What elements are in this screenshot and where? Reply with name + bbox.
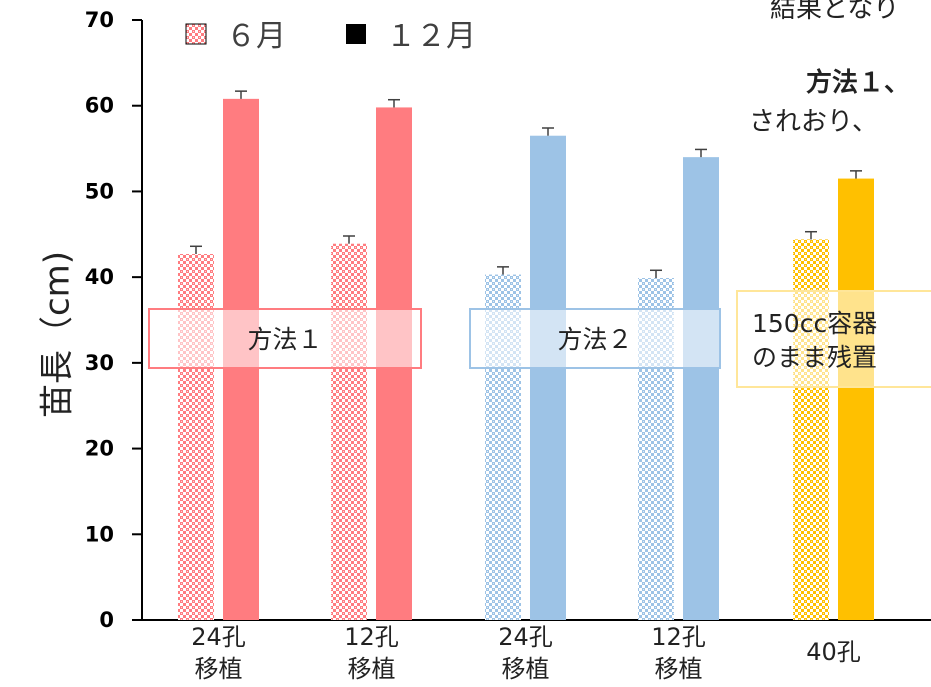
y-tick-label: 60 (85, 94, 114, 118)
legend-swatch-june (185, 23, 207, 45)
y-tick-label: 50 (85, 179, 114, 203)
y-tick-label: 20 (85, 437, 114, 461)
x-tick-label: 24孔 (498, 623, 553, 651)
x-tick-label: 12孔 (344, 623, 399, 651)
x-tick-label-line2: 移植 (655, 655, 703, 683)
background-text-line2: 方法１、 (806, 68, 911, 98)
y-tick-label: 70 (85, 8, 114, 32)
x-tick-label: 12孔 (651, 623, 706, 651)
y-tick-label: 0 (99, 608, 114, 632)
bar (331, 243, 367, 620)
group-label-text: 方法２ (557, 325, 632, 354)
group-label-text: のまま残置 (752, 343, 877, 372)
group-label-box (469, 308, 721, 369)
bar (838, 178, 874, 621)
background-text-line3: されおり、 (749, 107, 878, 137)
group-label-text: 150cc容器 (752, 309, 877, 338)
x-tick-label: 24孔 (191, 623, 246, 651)
y-tick-label: 30 (85, 351, 114, 375)
group-label-text: 方法１ (247, 325, 322, 354)
background-text-line1: 結果となり (770, 0, 900, 24)
group-label-box (736, 290, 931, 388)
group-label-box (148, 308, 422, 369)
legend-label: ６月 (226, 19, 286, 54)
bar (683, 157, 719, 620)
x-tick-label-line2: 移植 (348, 655, 396, 683)
y-tick-label: 40 (85, 265, 114, 289)
bar (530, 135, 566, 620)
x-tick-label-line2: 移植 (195, 655, 243, 683)
x-tick-label-line2: 移植 (502, 655, 550, 683)
legend-label: １２月 (386, 19, 476, 54)
legend-swatch-december (346, 24, 366, 44)
x-tick-label: 40孔 (806, 638, 861, 666)
y-tick-label: 10 (85, 522, 114, 546)
